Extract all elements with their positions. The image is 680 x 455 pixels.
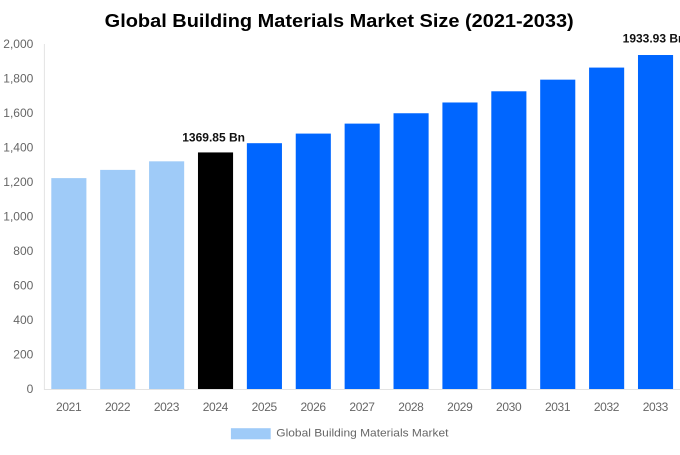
svg-text:1369.85 Bn: 1369.85 Bn xyxy=(182,130,245,144)
svg-text:1933.93 Bn: 1933.93 Bn xyxy=(623,32,680,46)
svg-text:800: 800 xyxy=(13,244,33,258)
svg-text:2033: 2033 xyxy=(643,400,669,414)
svg-text:2021: 2021 xyxy=(56,400,82,414)
svg-text:2031: 2031 xyxy=(545,400,571,414)
svg-text:0: 0 xyxy=(27,382,34,396)
svg-text:200: 200 xyxy=(13,348,33,362)
svg-text:1,400: 1,400 xyxy=(3,140,33,154)
svg-text:1,600: 1,600 xyxy=(3,106,33,120)
svg-text:600: 600 xyxy=(13,279,33,293)
svg-text:1,000: 1,000 xyxy=(3,210,33,224)
svg-text:2025: 2025 xyxy=(252,400,278,414)
svg-text:1,800: 1,800 xyxy=(3,71,33,85)
svg-text:2023: 2023 xyxy=(154,400,180,414)
svg-text:2022: 2022 xyxy=(105,400,131,414)
svg-text:2030: 2030 xyxy=(496,400,522,414)
svg-text:2028: 2028 xyxy=(398,400,424,414)
svg-text:1,200: 1,200 xyxy=(3,175,33,189)
svg-text:Global Building Materials Mark: Global Building Materials Market xyxy=(276,427,448,439)
svg-text:2029: 2029 xyxy=(447,400,473,414)
svg-text:2032: 2032 xyxy=(594,400,620,414)
svg-text:2,000: 2,000 xyxy=(3,37,33,51)
svg-text:2024: 2024 xyxy=(203,400,229,414)
svg-text:2027: 2027 xyxy=(349,400,375,414)
svg-text:2026: 2026 xyxy=(300,400,326,414)
svg-text:400: 400 xyxy=(13,313,33,327)
svg-text:Global Building Materials Mark: Global Building Materials Market Size (2… xyxy=(105,11,574,31)
